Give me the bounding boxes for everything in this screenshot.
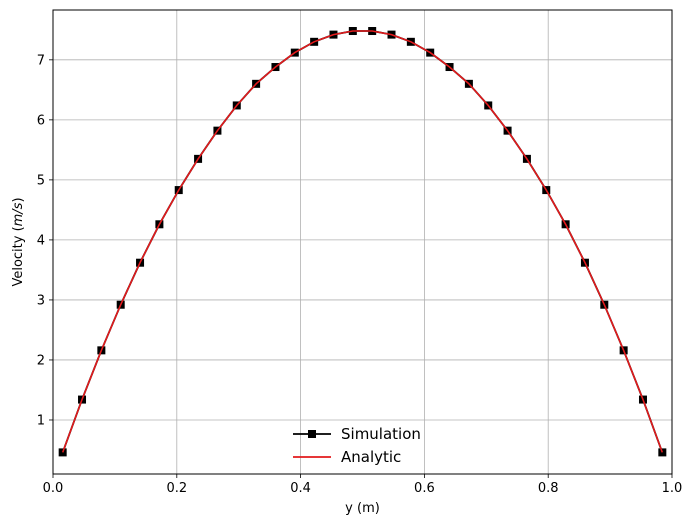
x-tick-label: 0.6 [414, 481, 435, 496]
y-tick-label: 1 [37, 413, 45, 428]
y-tick-label: 4 [37, 233, 45, 248]
y-tick-label: 3 [37, 293, 45, 308]
x-tick-label: 0.2 [166, 481, 187, 496]
legend-analytic-label: Analytic [341, 448, 401, 466]
legend: Simulation Analytic [293, 425, 421, 466]
y-tick-label: 2 [37, 353, 45, 368]
y-axis-label-unit: m/s [11, 202, 26, 226]
x-tick-label: 0.0 [43, 481, 64, 496]
simulation-marker [58, 448, 67, 457]
series-layer [58, 27, 667, 457]
analytic-series-line [61, 30, 664, 453]
plot-frame [52, 9, 673, 475]
x-tick-label: 0.8 [538, 481, 559, 496]
y-axis-label-suffix: ) [11, 197, 26, 202]
x-tick-label: 0.4 [290, 481, 311, 496]
y-tick-label: 5 [37, 173, 45, 188]
y-axis-label: Velocity (m/s) [11, 197, 26, 286]
y-tick-label: 7 [37, 53, 45, 68]
legend-simulation-marker [308, 430, 316, 438]
y-axis-label-prefix: Velocity ( [11, 226, 26, 286]
x-tick-label: 1.0 [662, 481, 683, 496]
legend-simulation-label: Simulation [341, 425, 421, 443]
x-axis-label: y (m) [345, 501, 380, 516]
simulation-marker [658, 448, 667, 457]
tick-layer: 0.0 0.2 0.4 0.6 0.8 1.0 1 2 3 4 5 6 7 [37, 53, 683, 496]
y-tick-label: 6 [37, 113, 45, 128]
